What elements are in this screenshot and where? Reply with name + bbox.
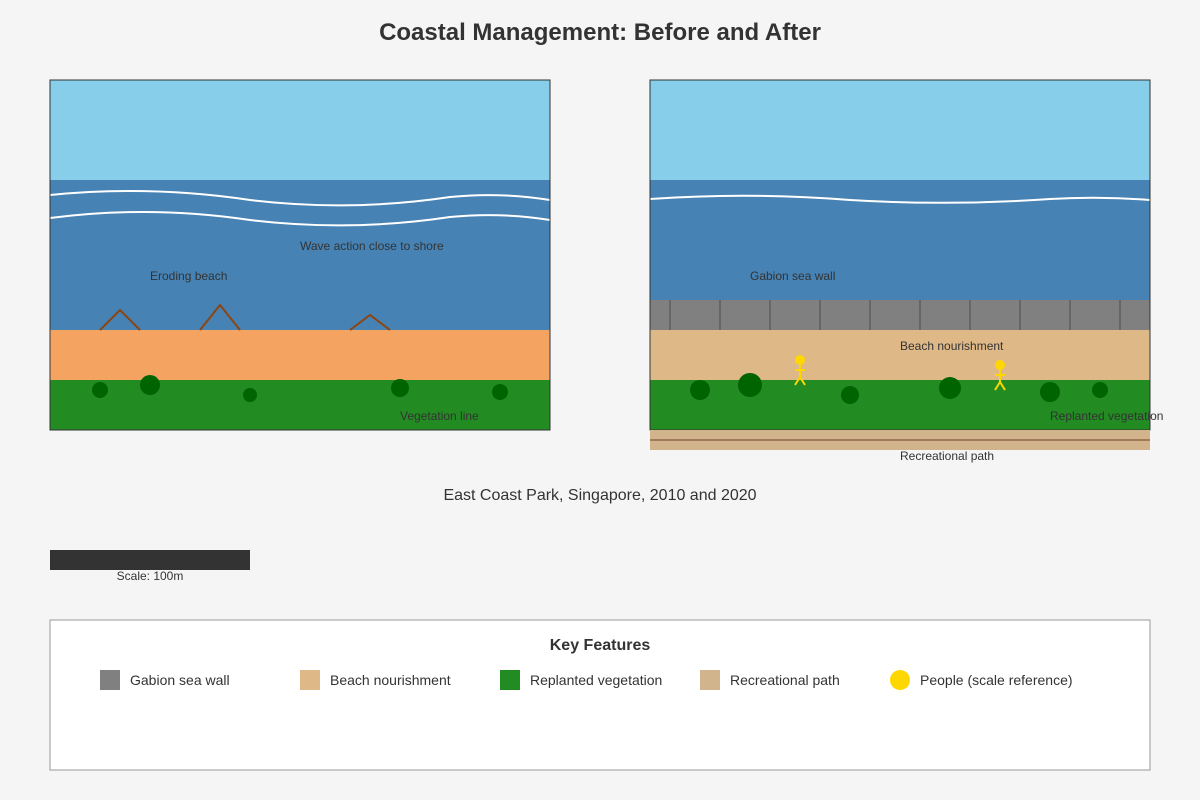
legend-swatch-beach-nourishment xyxy=(300,670,320,690)
before-wave-1 xyxy=(49,190,551,207)
person-figure xyxy=(994,360,1006,391)
legend-box xyxy=(49,619,1151,771)
legend-item: Gabion sea wall xyxy=(100,670,230,690)
legend: Key Features Gabion sea wall Beach nouri… xyxy=(49,619,1151,771)
erosion-mark xyxy=(99,308,141,331)
diagram-title: Coastal Management: Before and After xyxy=(379,19,821,46)
after-panel: Gabion sea wall Beach nourishment Replan… xyxy=(649,79,1163,463)
legend-swatch-people xyxy=(890,670,910,690)
erosion-mark xyxy=(199,303,241,331)
erosion-mark xyxy=(349,313,391,331)
person-figure xyxy=(794,355,806,386)
tree xyxy=(1092,382,1108,398)
before-panel-frame xyxy=(49,79,551,431)
scale-bar: Scale: 100m xyxy=(50,550,250,583)
before-wave-2 xyxy=(49,210,551,227)
before-vegetation xyxy=(50,380,550,430)
tree xyxy=(92,382,108,398)
label-gabion-sea-wall: Gabion sea wall xyxy=(750,269,835,283)
tree xyxy=(841,386,859,404)
label-wave-action: Wave action close to shore xyxy=(300,239,444,253)
label-beach-nourishment: Beach nourishment xyxy=(900,339,1004,353)
after-vegetation xyxy=(650,380,1150,430)
legend-item: People (scale reference) xyxy=(890,670,1073,690)
label-recreational-path: Recreational path xyxy=(900,449,994,463)
after-sea xyxy=(650,180,1150,300)
legend-label: Gabion sea wall xyxy=(130,672,230,688)
legend-swatch-replanted-vegetation xyxy=(500,670,520,690)
tree xyxy=(140,375,160,395)
label-replanted-vegetation: Replanted vegetation xyxy=(1050,409,1163,423)
scale-bar-label: Scale: 100m xyxy=(117,569,184,583)
legend-swatch-recreational-path xyxy=(700,670,720,690)
label-eroding-beach: Eroding beach xyxy=(150,269,227,283)
tree xyxy=(391,379,409,397)
after-sky xyxy=(650,80,1150,180)
before-sea xyxy=(50,180,550,330)
gabion-wall-joints xyxy=(669,300,1121,330)
legend-item: Replanted vegetation xyxy=(500,670,662,690)
tree xyxy=(243,388,257,402)
legend-label: Beach nourishment xyxy=(330,672,451,688)
tree xyxy=(690,380,710,400)
nourished-beach xyxy=(650,330,1150,380)
tree xyxy=(1040,382,1060,402)
tree xyxy=(939,377,961,399)
before-eroding-sand xyxy=(50,330,550,380)
legend-label: Recreational path xyxy=(730,672,840,688)
legend-label: People (scale reference) xyxy=(920,672,1073,688)
after-wave xyxy=(649,194,1151,204)
legend-item: Beach nourishment xyxy=(300,670,451,690)
before-panel: Wave action close to shore Eroding beach… xyxy=(49,79,551,431)
label-vegetation-line: Vegetation line xyxy=(400,409,479,423)
legend-title: Key Features xyxy=(550,637,651,654)
gabion-sea-wall xyxy=(650,300,1150,330)
legend-label: Replanted vegetation xyxy=(530,672,662,688)
legend-item: Recreational path xyxy=(700,670,840,690)
caption: East Coast Park, Singapore, 2010 and 202… xyxy=(443,487,756,504)
tree xyxy=(738,373,762,397)
tree xyxy=(492,384,508,400)
before-sky xyxy=(50,80,550,180)
legend-swatch-gabion-sea-wall xyxy=(100,670,120,690)
scale-bar-rect xyxy=(50,550,250,570)
